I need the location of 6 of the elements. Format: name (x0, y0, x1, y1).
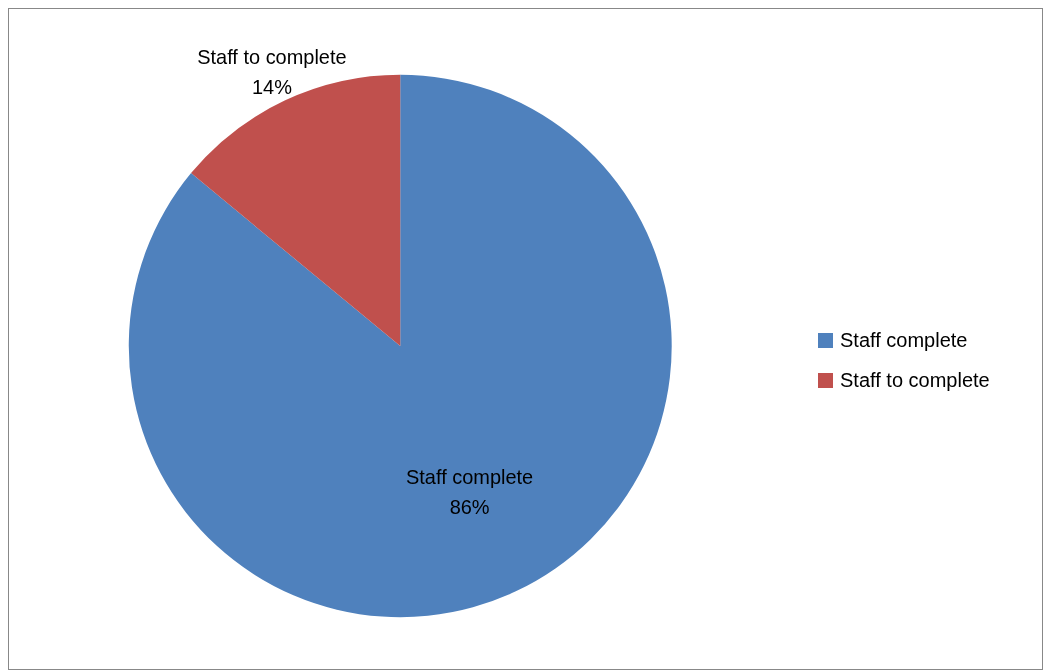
slice-label: Staff to complete (197, 46, 347, 69)
legend-label: Staff complete (840, 328, 968, 352)
slice-label: Staff complete (406, 465, 534, 488)
data-label: 86% (449, 495, 490, 518)
data-label: 14% (251, 76, 293, 98)
legend-label: Staff to complete (840, 368, 990, 392)
